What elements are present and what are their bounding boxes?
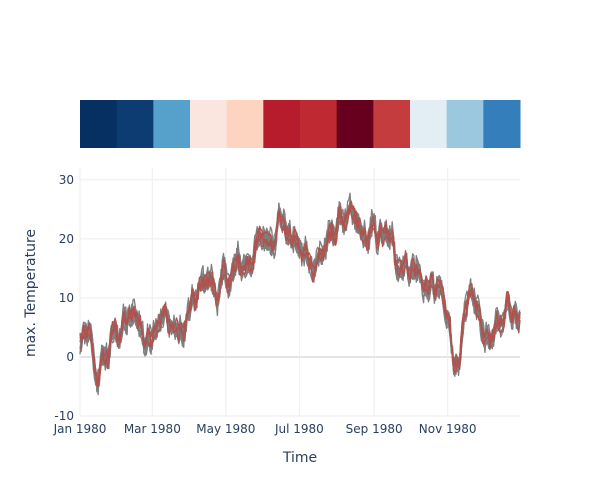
red-series-line [79,200,521,386]
x-axis-title: Time [282,450,317,466]
heatmap-cell [226,100,264,148]
x-tick-label: May 1980 [196,422,255,436]
x-tick-label: Sep 1980 [346,422,403,436]
y-axis-title: max. Temperature [23,229,39,357]
red-series-line [79,206,521,388]
y-tick-label: -10 [54,409,74,423]
color-strip [80,100,521,148]
x-tick-label: Jul 1980 [274,422,324,436]
heatmap-cell [190,100,228,148]
x-tick-label: Nov 1980 [419,422,477,436]
heatmap-cell [373,100,411,148]
heatmap-cell [263,100,301,148]
y-tick-label: 0 [66,350,74,364]
series-lines [79,192,521,396]
heatmap-cell [446,100,484,148]
heatmap-cell [116,100,154,148]
heatmap-cell [483,100,521,148]
x-tick-label: Jan 1980 [53,422,107,436]
y-tick-label: 10 [59,291,74,305]
grid [79,168,520,417]
x-axis: Jan 1980 Mar 1980 May 1980 Jul 1980 Sep 1980… [53,422,477,436]
heatmap-cell [153,100,191,148]
y-tick-label: 20 [59,232,74,246]
heatmap-cell [410,100,448,148]
heatmap-cell [80,100,118,148]
x-tick-label: Mar 1980 [124,422,181,436]
y-axis: -10 0 10 20 30 [54,173,74,423]
heatmap-cell [336,100,374,148]
heatmap-cell [300,100,338,148]
y-tick-label: 30 [59,173,74,187]
